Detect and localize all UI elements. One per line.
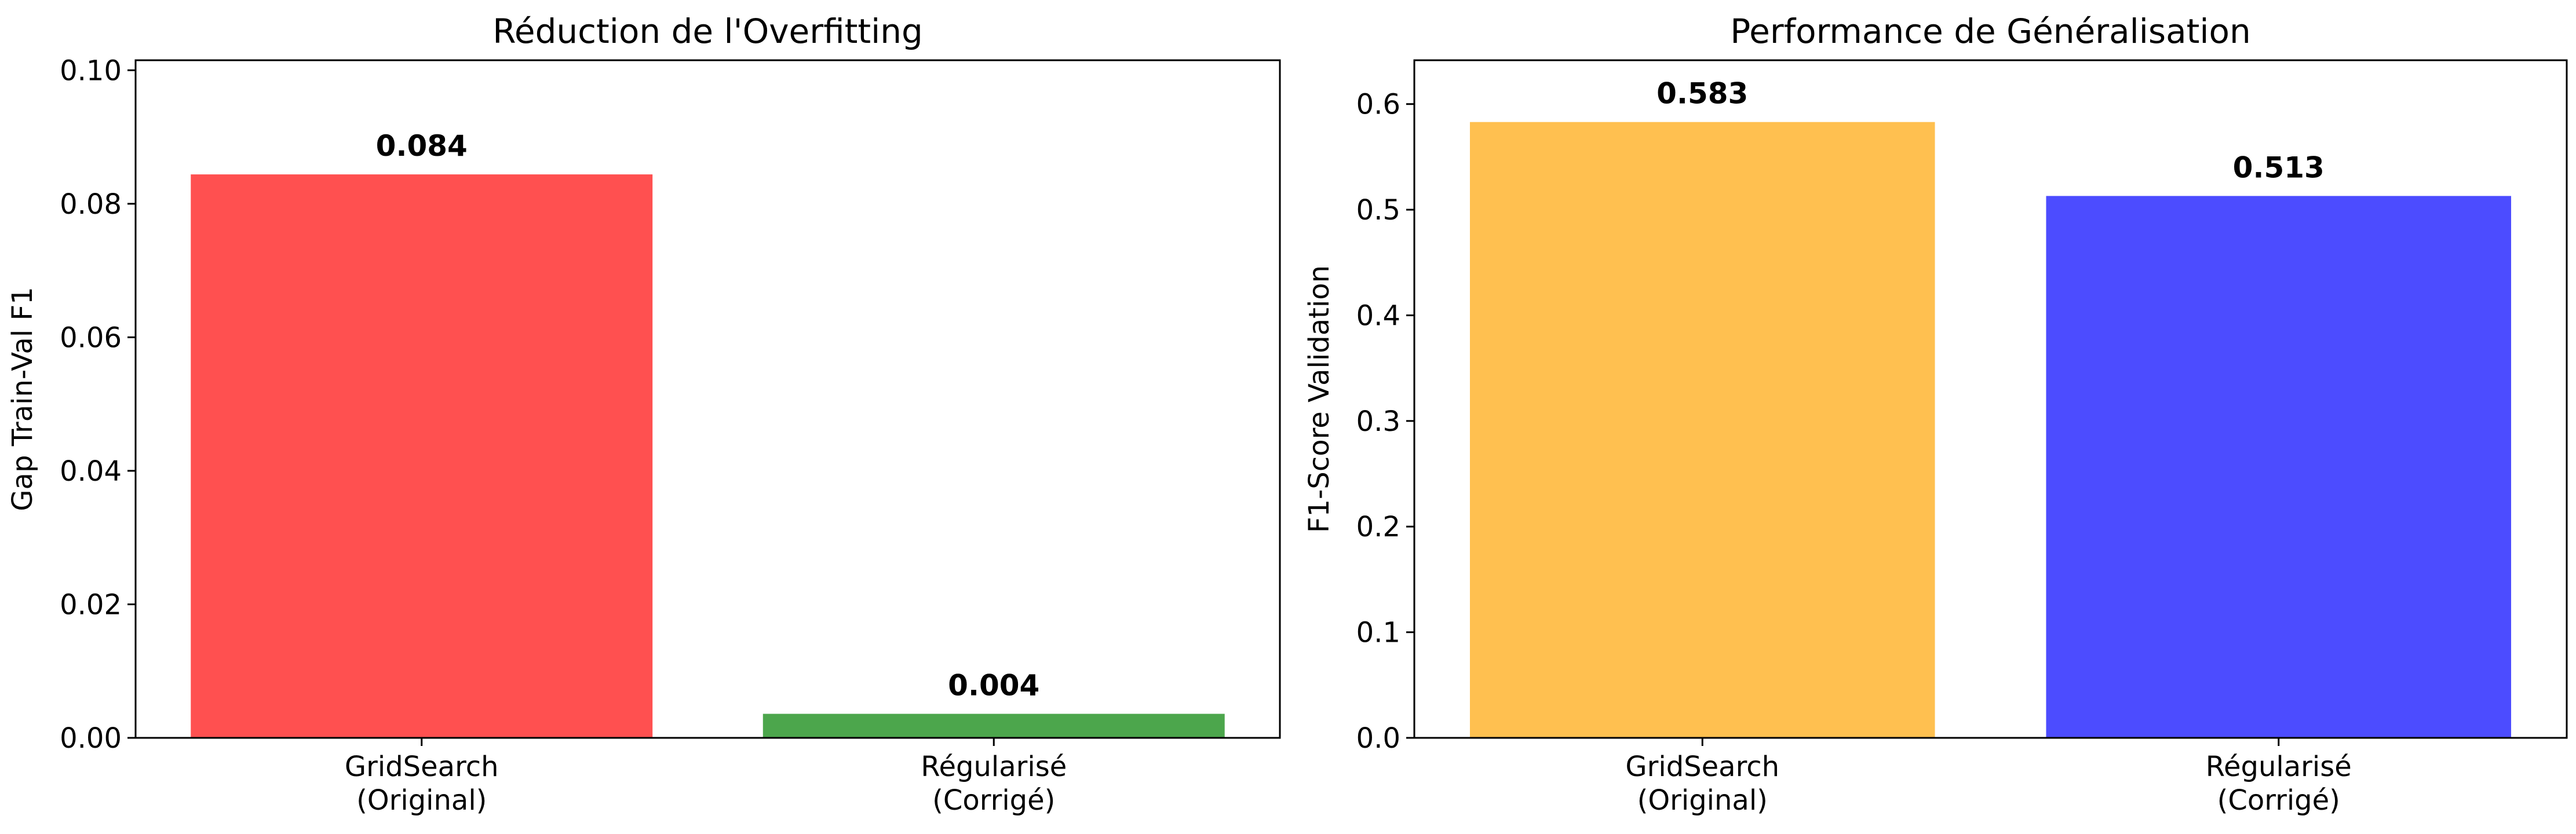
y-axis-label: Gap Train-Val F1 (6, 287, 39, 511)
bar-2 (762, 714, 1225, 738)
data-label-1: 0.084 (376, 129, 468, 163)
y-tick-label: 0.5 (1356, 194, 1400, 226)
y-tick-label: 0.0 (1356, 722, 1400, 755)
bar-1 (1469, 122, 1935, 738)
chart-title: Réduction de l'Overfitting (492, 12, 923, 51)
y-tick-label: 0.10 (60, 54, 122, 87)
bar-1 (191, 174, 653, 738)
plot-frame (1413, 59, 2568, 739)
y-tick-label: 0.06 (60, 321, 122, 354)
y-tick-label: 0.1 (1356, 617, 1400, 649)
y-tick-label: 0.08 (60, 188, 122, 221)
y-tick-label: 0.02 (60, 588, 122, 621)
data-label-2: 0.513 (2233, 151, 2325, 184)
x-tick-label: Régularisé (921, 751, 1067, 783)
x-tick-label: GridSearch (345, 751, 499, 783)
y-tick-label: 0.00 (60, 722, 122, 755)
y-axis-label: F1-Score Validation (1303, 265, 1336, 533)
y-tick-label: 0.6 (1356, 89, 1400, 121)
y-tick-label: 0.2 (1356, 511, 1400, 543)
bar-2 (2046, 196, 2512, 738)
x-tick-label: (Original) (1637, 784, 1768, 817)
x-tick-label: (Corrigé) (932, 784, 1055, 817)
y-tick-label: 0.04 (60, 455, 122, 488)
data-label-2: 0.004 (948, 669, 1039, 703)
y-tick-label: 0.4 (1356, 299, 1400, 332)
data-label-1: 0.583 (1656, 77, 1748, 111)
chart-title: Performance de Généralisation (1730, 12, 2250, 51)
plot-frame (134, 59, 1281, 739)
x-tick-label: (Corrigé) (2217, 784, 2340, 817)
y-tick-label: 0.3 (1356, 405, 1400, 438)
x-tick-label: Régularisé (2206, 751, 2352, 783)
x-tick-label: GridSearch (1625, 751, 1779, 783)
x-tick-label: (Original) (356, 784, 487, 817)
